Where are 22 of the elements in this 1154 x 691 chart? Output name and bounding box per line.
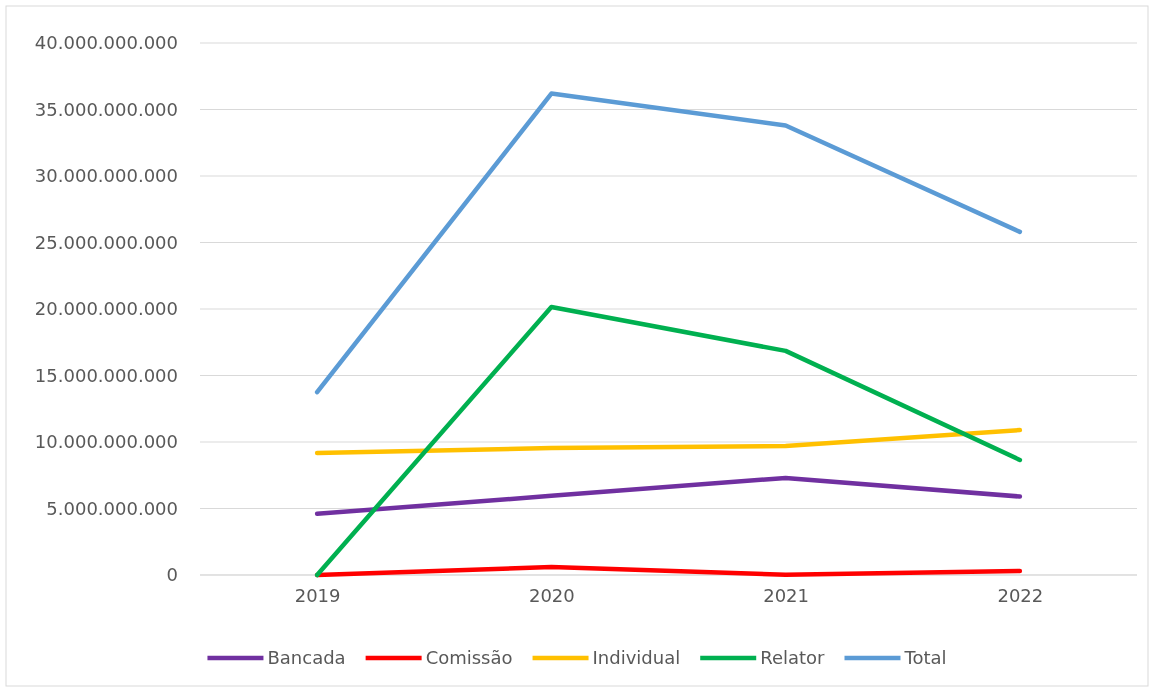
legend-label: Comissão <box>425 647 513 668</box>
x-tick-label: 2020 <box>528 584 575 606</box>
y-tick-label: 0 <box>166 564 178 586</box>
y-tick-label: 15.000.000.000 <box>34 364 178 386</box>
line-series <box>314 91 1023 395</box>
y-tick-label: 35.000.000.000 <box>34 98 178 120</box>
y-tick-label: 10.000.000.000 <box>34 431 178 453</box>
line-series <box>314 304 1023 578</box>
legend-label: Bancada <box>267 647 346 668</box>
y-tick-label: 30.000.000.000 <box>34 165 178 187</box>
legend-label: Individual <box>592 647 681 668</box>
y-tick-label: 40.000.000.000 <box>34 32 178 54</box>
legend-label: Total <box>903 647 947 668</box>
y-tick-label: 5.000.000.000 <box>46 497 178 519</box>
legend-label: Relator <box>760 647 826 668</box>
x-tick-label: 2022 <box>997 584 1044 606</box>
x-tick-label: 2019 <box>294 584 341 606</box>
y-tick-label: 20.000.000.000 <box>34 298 178 320</box>
x-tick-label: 2021 <box>763 584 810 606</box>
y-tick-label: 25.000.000.000 <box>34 231 178 253</box>
line-series <box>314 427 1023 456</box>
line-series <box>314 475 1023 517</box>
